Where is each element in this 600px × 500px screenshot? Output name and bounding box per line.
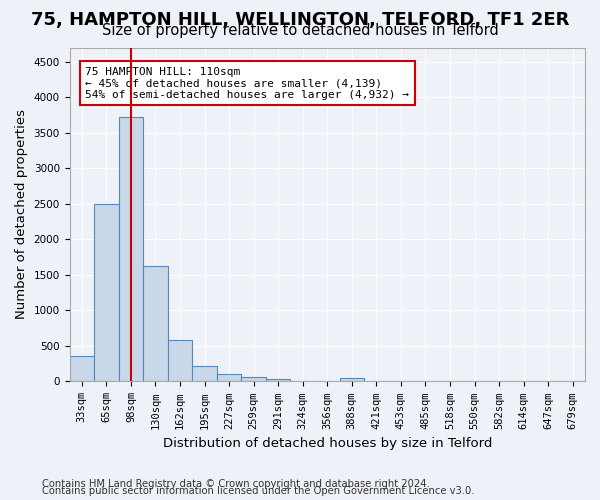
Bar: [340, 378, 364, 382]
Bar: [70, 356, 94, 382]
Bar: [168, 340, 192, 382]
Text: Size of property relative to detached houses in Telford: Size of property relative to detached ho…: [101, 24, 499, 38]
Bar: [241, 377, 266, 382]
Text: Contains public sector information licensed under the Open Government Licence v3: Contains public sector information licen…: [42, 486, 475, 496]
X-axis label: Distribution of detached houses by size in Telford: Distribution of detached houses by size …: [163, 437, 492, 450]
Bar: [217, 374, 241, 382]
Text: 75 HAMPTON HILL: 110sqm
← 45% of detached houses are smaller (4,139)
54% of semi: 75 HAMPTON HILL: 110sqm ← 45% of detache…: [85, 66, 409, 100]
Bar: [143, 266, 168, 382]
Text: Contains HM Land Registry data © Crown copyright and database right 2024.: Contains HM Land Registry data © Crown c…: [42, 479, 430, 489]
Bar: [192, 366, 217, 382]
Bar: [94, 204, 119, 382]
Bar: [266, 378, 290, 382]
Y-axis label: Number of detached properties: Number of detached properties: [15, 110, 28, 320]
Text: 75, HAMPTON HILL, WELLINGTON, TELFORD, TF1 2ER: 75, HAMPTON HILL, WELLINGTON, TELFORD, T…: [31, 11, 569, 29]
Bar: [119, 117, 143, 382]
